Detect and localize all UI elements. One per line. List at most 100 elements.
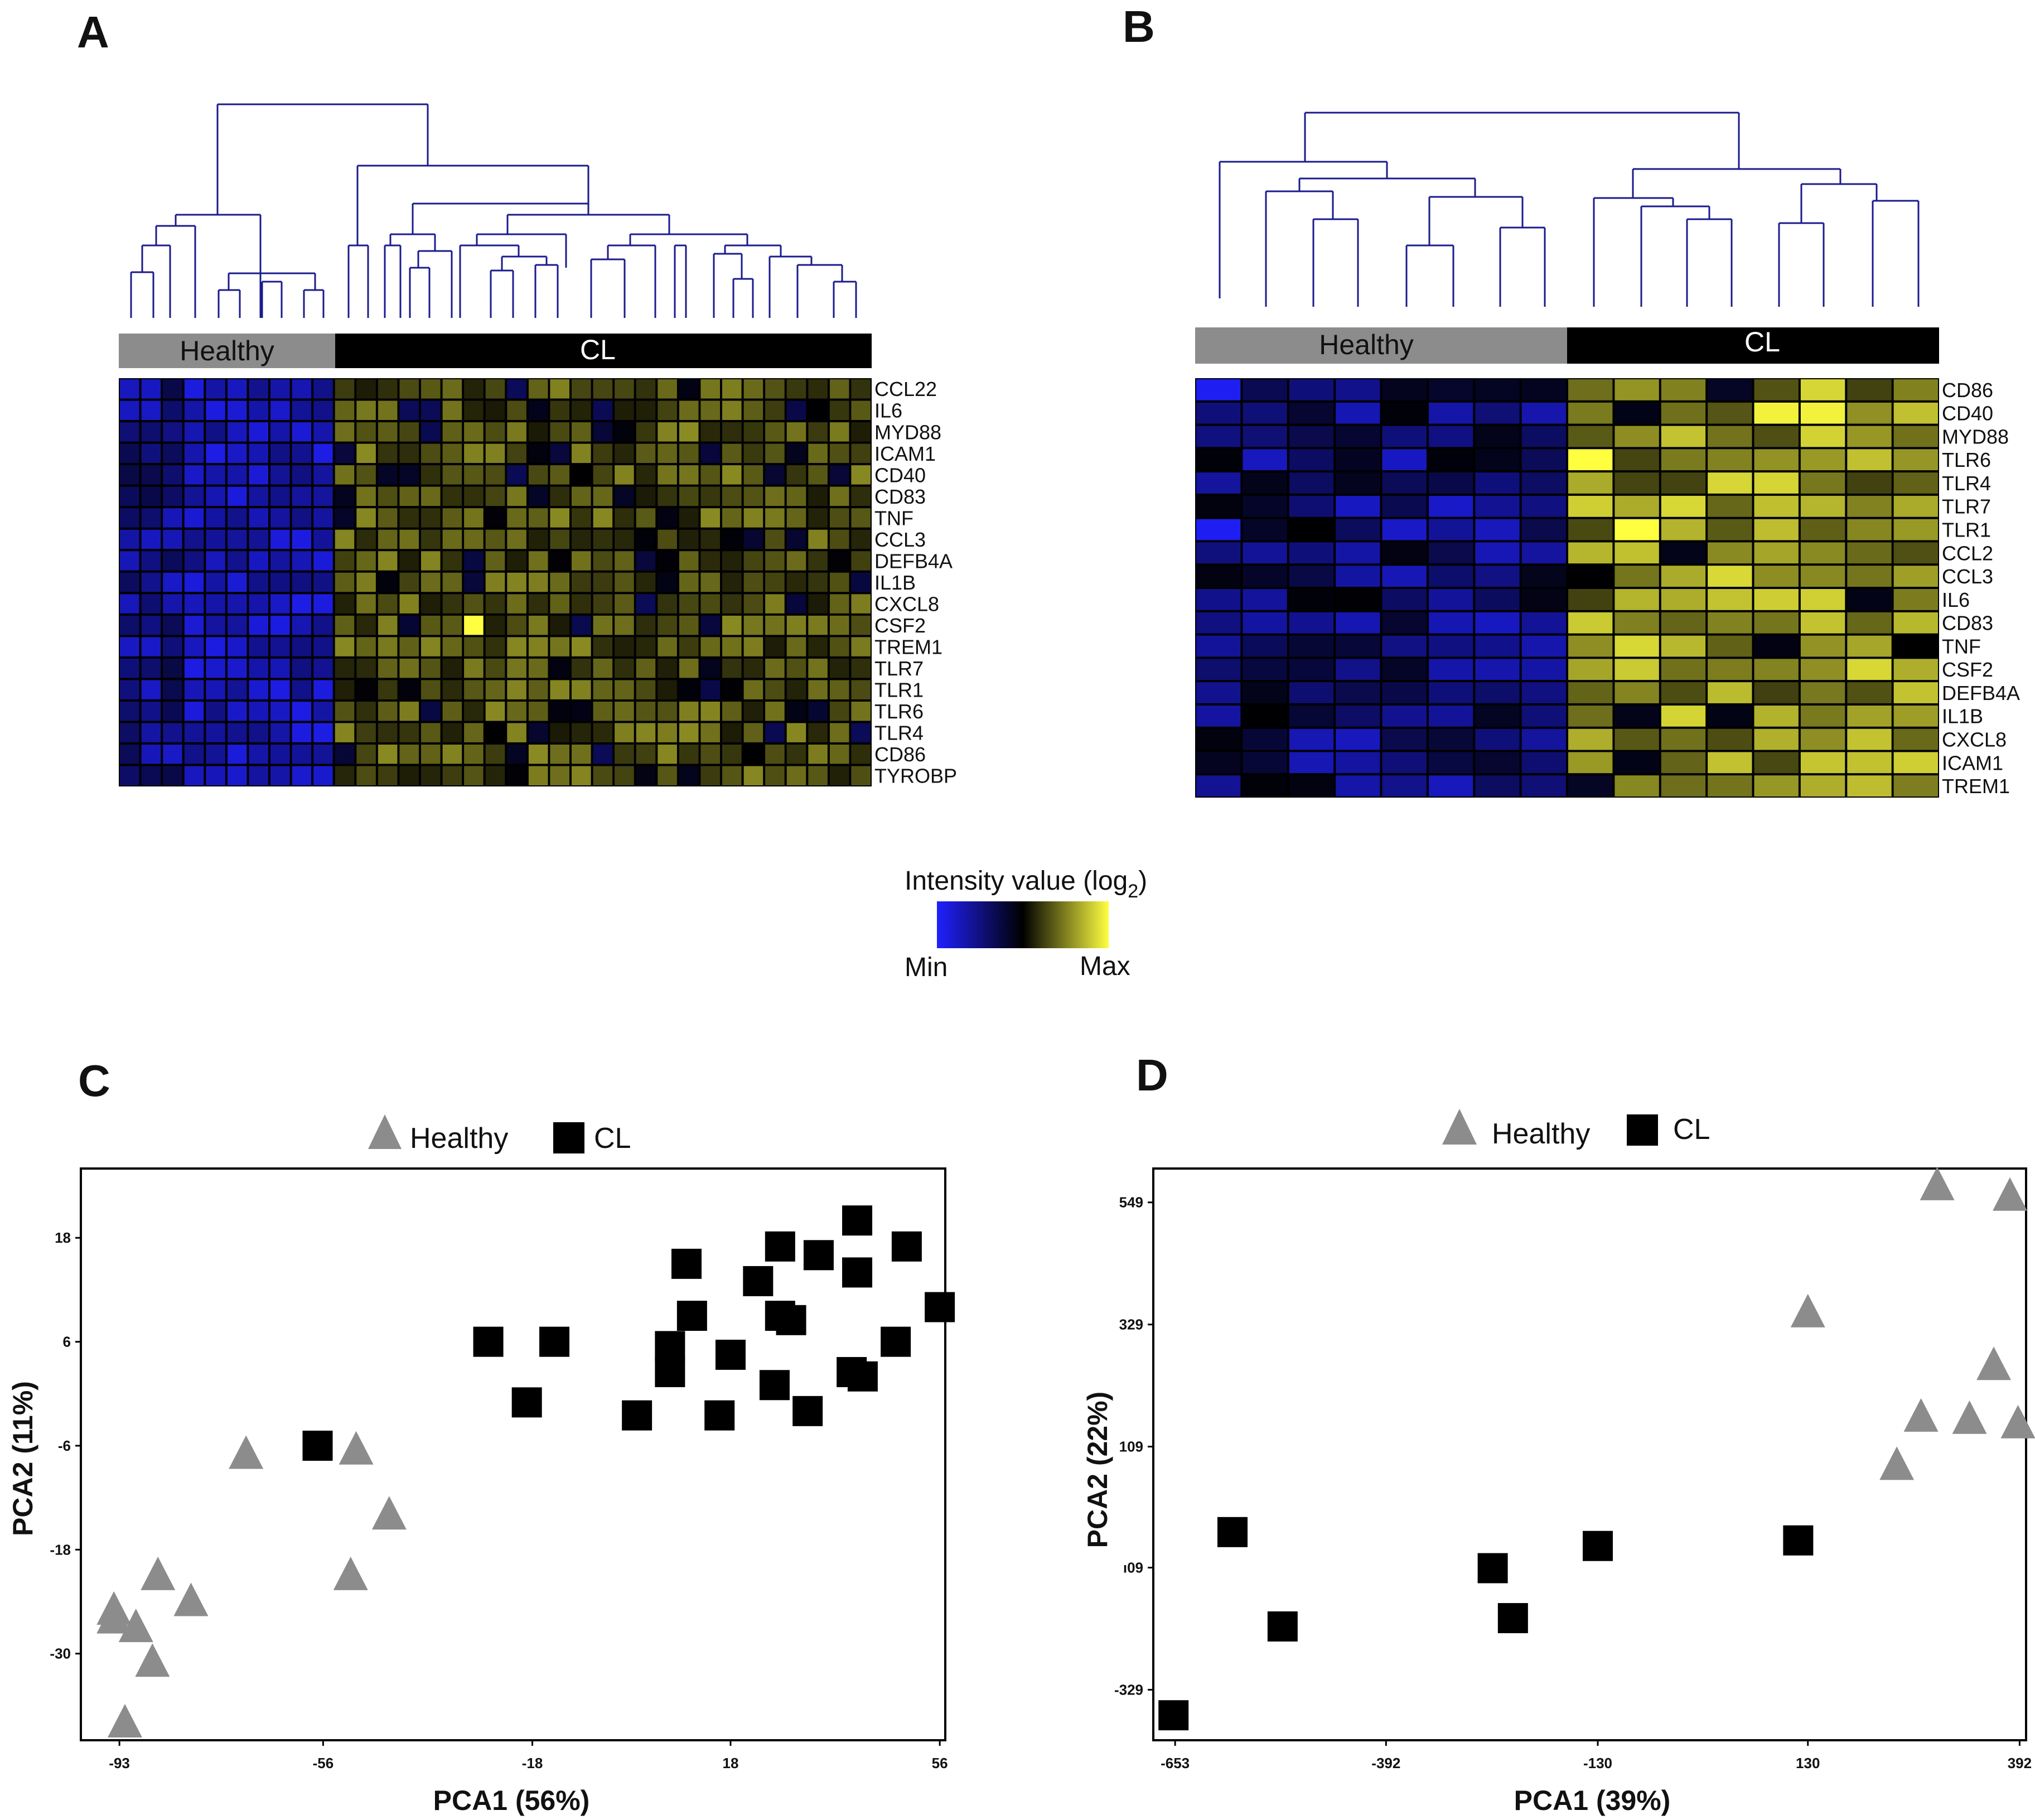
heatmap-cell: [765, 486, 785, 506]
heatmap-cell: [1289, 495, 1334, 517]
heatmap-cell: [593, 680, 613, 699]
heatmap-cell: [163, 400, 182, 420]
heatmap-cell: [1243, 402, 1287, 424]
heatmap-cell: [292, 615, 312, 635]
heatmap-cell: [1754, 379, 1799, 400]
healthy-point: [1879, 1446, 1915, 1480]
heatmap-cell: [227, 701, 247, 721]
heatmap-cell: [356, 680, 376, 699]
heatmap-cell: [550, 637, 569, 656]
heatmap-cell: [507, 594, 526, 614]
heatmap-cell: [378, 529, 398, 549]
heatmap-cell: [1336, 472, 1380, 494]
heatmap-cell: [270, 744, 290, 764]
heatmap-cell: [808, 658, 828, 678]
heatmap-cell: [292, 723, 312, 742]
heatmap-cell: [485, 701, 505, 721]
heatmap-cell: [1289, 519, 1334, 540]
heatmap-cell: [1475, 659, 1520, 680]
heatmap-cell: [615, 594, 634, 614]
heatmap-cell: [227, 422, 247, 442]
heatmap-cell: [722, 551, 742, 571]
heatmap-cell: [399, 723, 419, 742]
heatmap-cell: [765, 572, 785, 592]
heatmap-cell: [1847, 519, 1892, 540]
heatmap-cell: [615, 529, 634, 549]
heatmap-cell: [507, 422, 526, 442]
gene-label: MYD88: [1942, 425, 2009, 448]
heatmap-cell: [722, 465, 742, 485]
x-tick-label: -130: [1583, 1755, 1612, 1771]
group-bar-b: Healthy CL: [1195, 326, 1939, 364]
heatmap-cell: [1847, 612, 1892, 634]
heatmap-cell: [1428, 449, 1473, 471]
gene-label: CSF2: [1942, 658, 1993, 681]
heatmap-cell: [1521, 775, 1566, 796]
heatmap-cell: [700, 637, 720, 656]
heatmap-cell: [442, 615, 462, 635]
heatmap-cell: [722, 508, 742, 528]
heatmap-cell: [120, 766, 139, 785]
heatmap-cell: [1196, 728, 1241, 750]
heatmap-cell: [1708, 752, 1752, 774]
heatmap-cell: [313, 723, 333, 742]
heatmap-cell: [1754, 659, 1799, 680]
heatmap-cell: [572, 529, 591, 549]
heatmap-cell: [1428, 472, 1473, 494]
heatmap-cell: [163, 443, 182, 464]
heatmap-cell: [464, 400, 484, 420]
heatmap-cell: [765, 766, 785, 785]
heatmap-cell: [808, 443, 828, 464]
heatmap-cell: [1428, 752, 1473, 774]
heatmap-cell: [335, 529, 355, 549]
heatmap-cell: [636, 637, 656, 656]
heatmap-cell: [1708, 402, 1752, 424]
heatmap-cell: [335, 723, 355, 742]
heatmap-cell: [442, 766, 462, 785]
heatmap-cell: [249, 680, 268, 699]
heatmap-cell: [141, 766, 161, 785]
heatmap-cell: [249, 594, 268, 614]
heatmap-cell: [1289, 426, 1334, 447]
heatmap-cell: [1754, 589, 1799, 610]
heatmap-cell: [679, 529, 699, 549]
panel-b: B: [1123, 2, 2020, 798]
heatmap-cell: [464, 637, 484, 656]
heatmap-cell: [743, 422, 763, 442]
heatmap-cell: [1336, 589, 1380, 610]
heatmap-cell: [1615, 519, 1659, 540]
heatmap-cell: [378, 701, 398, 721]
heatmap-cell: [722, 379, 742, 399]
heatmap-cell: [249, 400, 268, 420]
cl-point: [655, 1356, 685, 1387]
heatmap-cell: [120, 400, 139, 420]
heatmap-cell: [658, 701, 677, 721]
heatmap-cell: [249, 443, 268, 464]
heatmap-cell: [270, 572, 290, 592]
heatmap-cell: [120, 637, 139, 656]
heatmap-cell: [421, 508, 441, 528]
heatmap-cell: [679, 486, 699, 506]
heatmap-cell: [722, 637, 742, 656]
heatmap-cell: [1893, 682, 1938, 703]
heatmap-cell: [292, 422, 312, 442]
heatmap-cell: [808, 766, 828, 785]
heatmap-cell: [722, 594, 742, 614]
x-axis-label-c: PCA1 (56%): [433, 1785, 590, 1816]
heatmap-cell: [1893, 635, 1938, 657]
heatmap-cell: [765, 637, 785, 656]
heatmap-cell: [679, 508, 699, 528]
heatmap-cell: [679, 443, 699, 464]
cl-point: [1582, 1531, 1613, 1561]
heatmap-cell: [593, 701, 613, 721]
heatmap-cell: [1847, 775, 1892, 796]
heatmap-cell: [722, 572, 742, 592]
dendrogram-b: [1219, 112, 1920, 307]
heatmap-cell: [485, 400, 505, 420]
heatmap-cell: [1708, 519, 1752, 540]
colorbar-max-label: Max: [1080, 952, 1130, 981]
heatmap-cell: [141, 529, 161, 549]
heatmap-cell: [313, 400, 333, 420]
heatmap-cell: [550, 658, 569, 678]
heatmap-cell: [270, 379, 290, 399]
